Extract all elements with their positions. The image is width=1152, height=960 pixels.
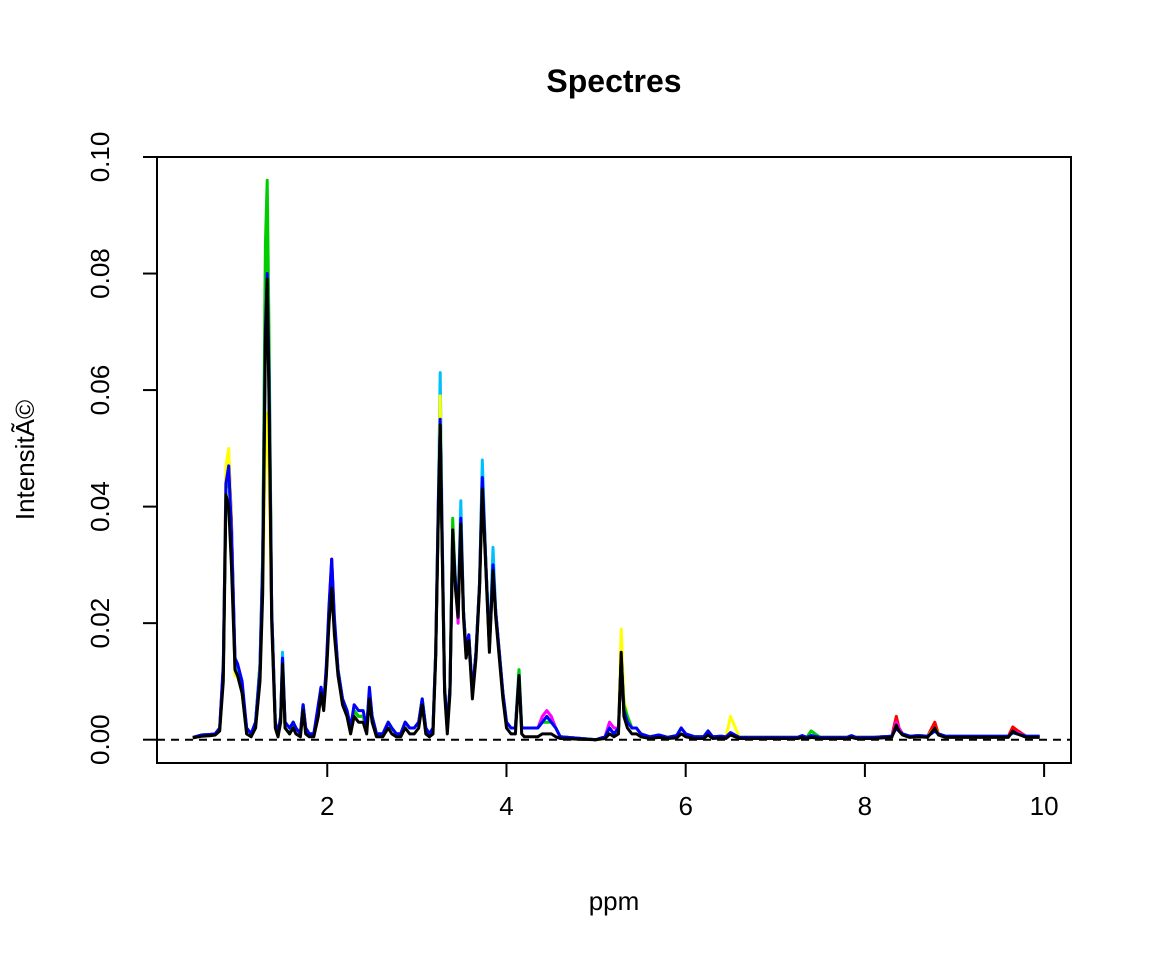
y-tick-label: 0.04 xyxy=(85,481,115,532)
x-axis-label: ppm xyxy=(589,886,640,916)
spectrum-line-5 xyxy=(192,178,1040,742)
spectrum-line-3 xyxy=(192,295,1040,742)
y-axis: 0.00 0.02 0.04 0.06 0.08 0.10 xyxy=(85,132,157,765)
chart-title: Spectres xyxy=(546,63,681,99)
plot-frame xyxy=(156,156,1072,764)
x-tick-label: 8 xyxy=(858,791,872,821)
spectrum-line-2 xyxy=(192,242,1040,742)
x-tick-label: 4 xyxy=(499,791,513,821)
plot-area xyxy=(157,178,1071,742)
y-tick-label: 0.02 xyxy=(85,598,115,649)
spectrum-line-6 xyxy=(192,272,1040,742)
spectrum-line-7 xyxy=(192,277,1040,742)
y-tick-label: 0.08 xyxy=(85,248,115,299)
x-tick-label: 2 xyxy=(320,791,334,821)
x-tick-label: 6 xyxy=(678,791,692,821)
y-tick-label: 0.06 xyxy=(85,365,115,416)
y-axis-label: IntensitÃ© xyxy=(10,400,40,520)
spectrum-line-1 xyxy=(192,207,1040,742)
x-axis: 2 4 6 8 10 xyxy=(320,763,1059,821)
x-tick-label: 10 xyxy=(1030,791,1059,821)
y-tick-label: 0.00 xyxy=(85,714,115,765)
y-tick-label: 0.10 xyxy=(85,132,115,183)
